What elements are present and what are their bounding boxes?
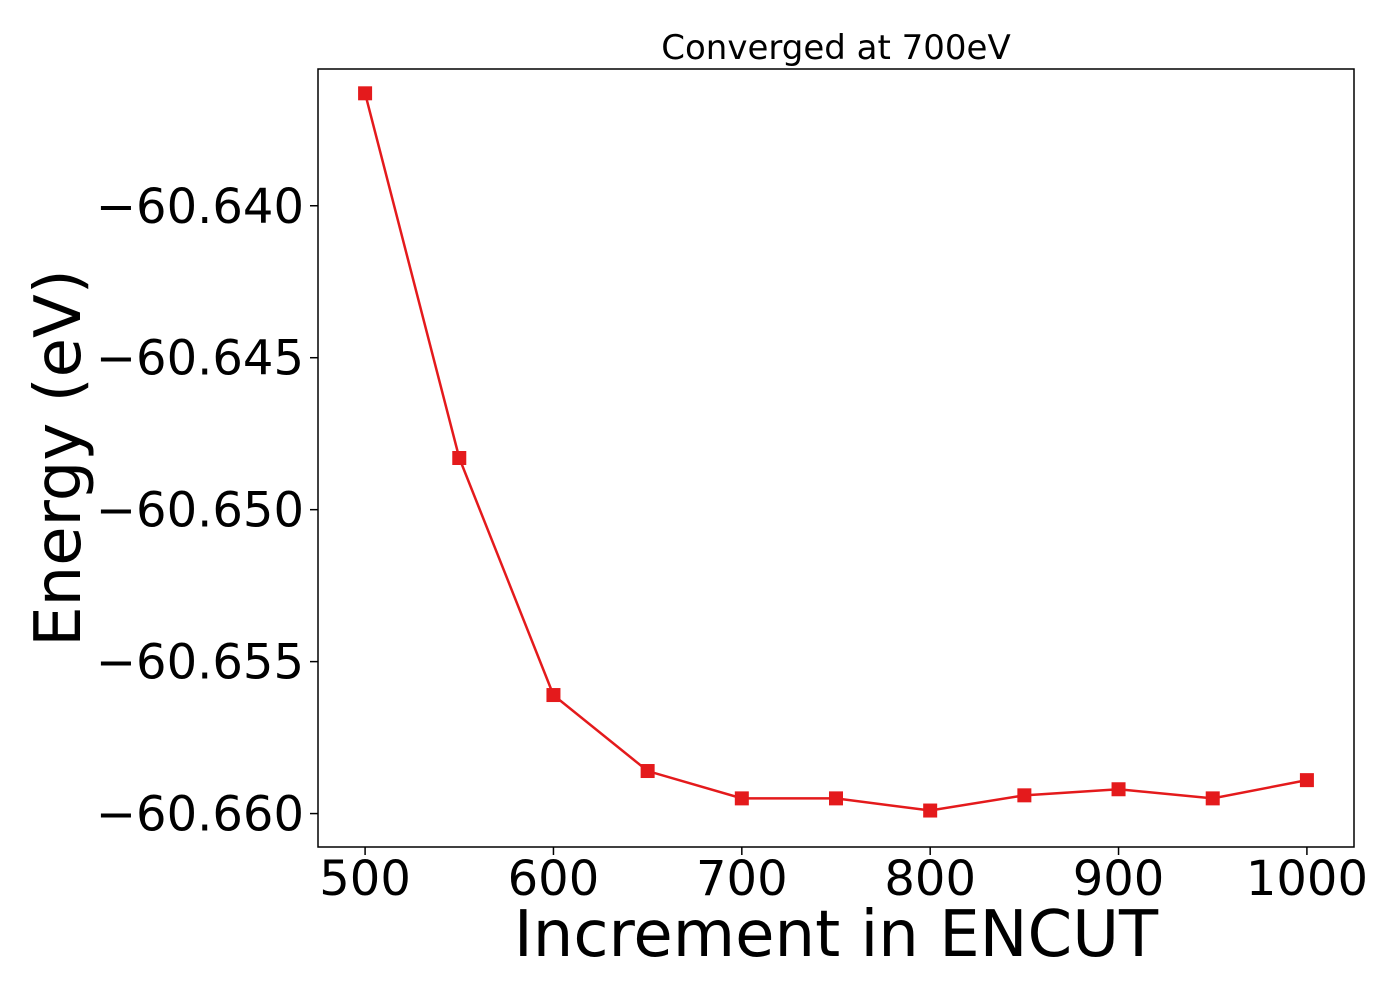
chart-title: Converged at 700eV (661, 28, 1010, 68)
x-tick-label: 700 (696, 851, 788, 907)
data-point-marker (1111, 782, 1126, 797)
data-point-marker (1205, 791, 1220, 806)
data-point-marker (1017, 788, 1032, 803)
x-tick-label: 900 (1073, 851, 1165, 907)
data-point-marker (452, 451, 467, 465)
plot-frame (317, 68, 1355, 848)
x-axis-label: Increment in ENCUT (514, 898, 1159, 972)
series-layer (358, 86, 1314, 818)
data-point-marker (1299, 773, 1314, 788)
data-point-marker (923, 803, 938, 818)
y-axis-label: Energy (eV) (22, 269, 96, 647)
data-point-marker (640, 764, 655, 779)
data-point-marker (829, 791, 843, 806)
data-point-marker (546, 688, 561, 703)
x-tick-label: 600 (508, 851, 600, 907)
x-tick-label: 500 (319, 851, 411, 907)
y-tick-label: −60.655 (96, 635, 304, 691)
y-tick-label: −60.650 (96, 483, 304, 539)
data-point-marker (734, 791, 749, 806)
ticks-layer: 500 600 700 800 900 1000 −60.640 −60.645 −60.650… (96, 179, 1368, 907)
x-tick-label: 1000 (1246, 851, 1368, 907)
y-tick-label: −60.660 (96, 787, 304, 843)
y-tick-label: −60.640 (96, 179, 304, 235)
data-point-marker (358, 86, 373, 101)
x-tick-label: 800 (884, 851, 976, 907)
y-tick-label: −60.645 (96, 331, 304, 387)
series-line (363, 92, 1308, 812)
